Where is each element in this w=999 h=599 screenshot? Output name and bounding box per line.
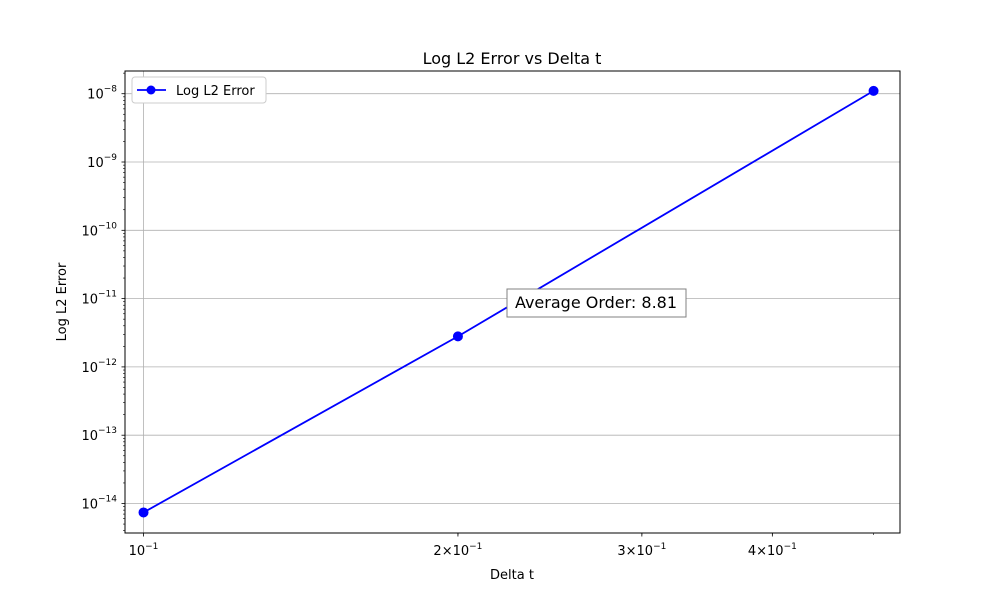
average-order-annotation: Average Order: 8.81 xyxy=(506,288,687,318)
data-point xyxy=(452,331,463,342)
data-point xyxy=(868,85,879,96)
y-tick-label: 10−11 xyxy=(81,290,117,308)
legend-label: Log L2 Error xyxy=(176,84,255,99)
y-tick-label: 10−10 xyxy=(81,221,117,239)
x-axis-label: Delta t xyxy=(490,568,534,583)
y-axis-ticks: 10−14 10−13 10−12 10−11 10−10 10−9 10−8 xyxy=(81,72,125,531)
annotation-box xyxy=(506,288,687,318)
y-tick-label: 10−13 xyxy=(81,426,117,444)
annotation-text: Average Order: 8.81 xyxy=(515,293,677,312)
y-axis-label: Log L2 Error xyxy=(55,262,70,341)
x-tick-label: 2×10−1 xyxy=(433,542,482,559)
y-tick-label: 10−8 xyxy=(87,85,117,103)
legend-frame xyxy=(131,76,267,104)
x-tick-label: 3×10−1 xyxy=(617,542,666,559)
plot-series xyxy=(138,85,879,518)
legend: Log L2 Error xyxy=(131,76,267,104)
x-tick-label: 10−1 xyxy=(129,542,159,559)
legend-marker xyxy=(146,85,156,95)
x-tick-label: 4×10−1 xyxy=(748,542,797,559)
y-tick-label: 10−12 xyxy=(81,358,117,376)
data-point xyxy=(138,507,149,518)
x-axis-ticks: 10−1 2×10−1 3×10−1 4×10−1 xyxy=(129,533,874,559)
chart-title: Log L2 Error vs Delta t xyxy=(423,49,602,68)
y-tick-label: 10−14 xyxy=(81,495,117,513)
y-tick-label: 10−9 xyxy=(87,153,117,171)
